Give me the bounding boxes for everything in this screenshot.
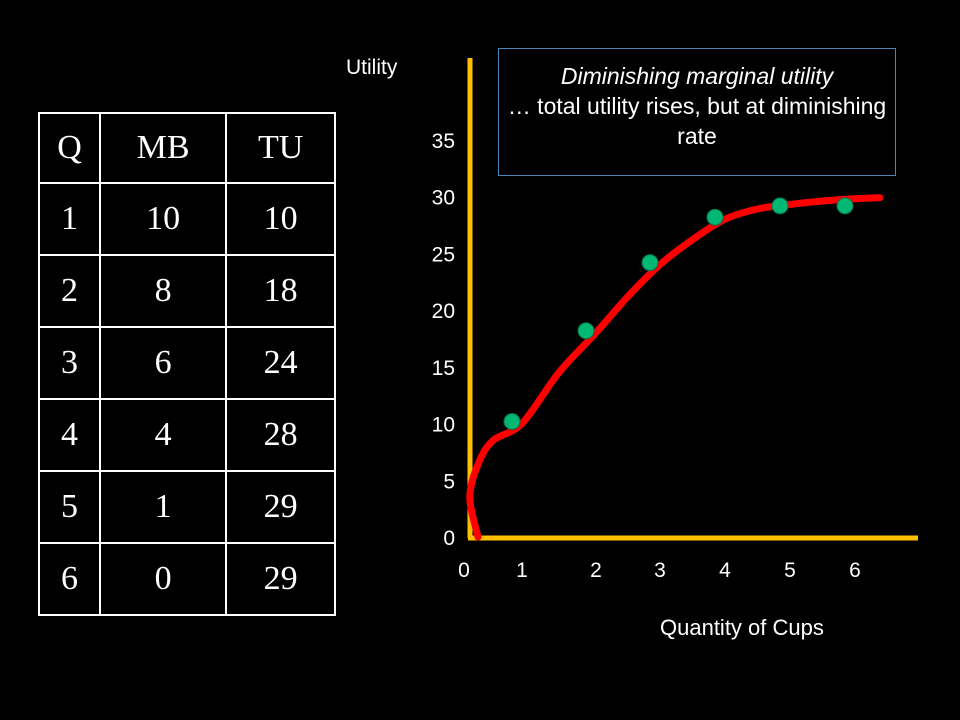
- x-tick-label: 6: [849, 559, 861, 582]
- y-tick-label: 0: [443, 527, 455, 550]
- cell-tu: 24: [225, 326, 336, 400]
- x-tick-label: 1: [516, 559, 528, 582]
- data-point: [771, 197, 789, 215]
- y-tick-label: 30: [432, 187, 455, 210]
- chart-curve-layer: [466, 194, 884, 541]
- table-row: 2 8 18: [37, 254, 336, 328]
- x-axis-label: Quantity of Cups: [660, 615, 824, 640]
- y-tick-label: 5: [443, 470, 455, 493]
- y-axis-label: Utility: [346, 56, 398, 79]
- cell-q: 4: [37, 398, 102, 472]
- x-tick-label: 4: [719, 559, 731, 582]
- cell-mb: 4: [99, 398, 228, 472]
- x-tick-label: 5: [784, 559, 796, 582]
- header-tu: TU: [225, 112, 336, 184]
- chart-axes: [467, 58, 918, 541]
- cell-mb: 8: [99, 254, 228, 328]
- table-header-row: Q MB TU: [37, 112, 336, 184]
- cell-mb: 6: [99, 326, 228, 400]
- cell-q: 6: [37, 542, 102, 616]
- y-tick-label: 35: [432, 130, 455, 153]
- table-row: 3 6 24: [37, 326, 336, 400]
- y-tick-label: 20: [432, 300, 455, 323]
- utility-table: Q MB TU 1 10 10 2 8 18 3 6 24 4: [37, 112, 336, 616]
- cell-tu: 29: [225, 542, 336, 616]
- data-point: [641, 254, 659, 272]
- cell-q: 1: [37, 182, 102, 256]
- total-utility-curve: [466, 194, 884, 541]
- callout-text: … total utility rises, but at diminishin…: [507, 93, 887, 149]
- cell-mb: 10: [99, 182, 228, 256]
- cell-tu: 29: [225, 470, 336, 544]
- chart-ticks: 0 5 10 15 20 25 30 35 0 1 2 3 4 5 6: [432, 130, 861, 582]
- data-point: [577, 322, 595, 340]
- cell-q: 5: [37, 470, 102, 544]
- table-row: 1 10 10: [37, 182, 336, 256]
- y-tick-label: 15: [432, 357, 455, 380]
- data-point: [706, 208, 724, 226]
- cell-tu: 18: [225, 254, 336, 328]
- cell-mb: 1: [99, 470, 228, 544]
- header-q: Q: [37, 112, 102, 184]
- callout-title: Diminishing marginal utility: [560, 63, 834, 89]
- y-tick-label: 25: [432, 243, 455, 266]
- x-tick-label: 3: [654, 559, 666, 582]
- table-row: 6 0 29: [37, 542, 336, 616]
- cell-tu: 10: [225, 182, 336, 256]
- cell-mb: 0: [99, 542, 228, 616]
- data-point: [503, 413, 521, 430]
- chart-points-layer: [503, 197, 854, 430]
- data-point: [836, 197, 854, 215]
- cell-tu: 28: [225, 398, 336, 472]
- table-row: 4 4 28: [37, 398, 336, 472]
- x-tick-label: 2: [590, 559, 602, 582]
- cell-q: 3: [37, 326, 102, 400]
- x-tick-label: 0: [458, 559, 470, 582]
- cell-q: 2: [37, 254, 102, 328]
- header-mb: MB: [99, 112, 228, 184]
- callout-box: Diminishing marginal utility … total uti…: [498, 48, 896, 176]
- table-row: 5 1 29: [37, 470, 336, 544]
- y-tick-label: 10: [432, 414, 455, 437]
